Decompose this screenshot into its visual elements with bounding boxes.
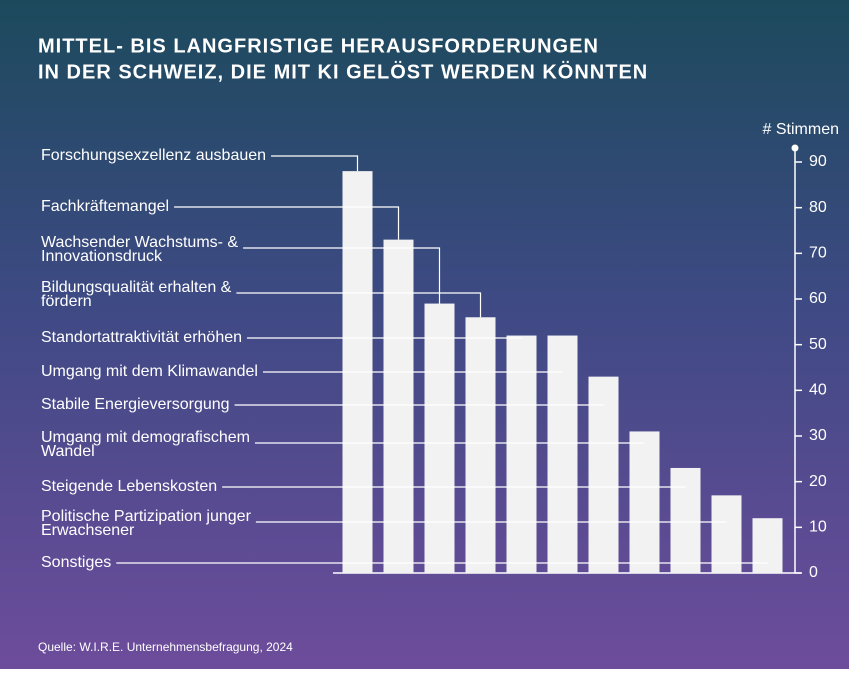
chart-title: MITTEL- BIS LANGFRISTIGE HERAUSFORDERUNG…: [38, 35, 599, 57]
bar: [711, 495, 742, 573]
y-tick-label: 50: [809, 336, 827, 353]
bar: [383, 239, 414, 573]
category-label: Innovationsdruck: [41, 248, 163, 265]
y-tick-label: 0: [809, 564, 818, 581]
leader-line: [243, 247, 441, 304]
y-tick-label: 70: [809, 245, 827, 262]
category-label: Umgang mit demografischem: [41, 429, 250, 446]
category-label: Sonstiges: [41, 554, 111, 571]
y-tick-label: 90: [809, 153, 827, 170]
axis-label: # Stimmen: [763, 121, 839, 138]
axis-dot: [791, 144, 799, 152]
y-tick-label: 30: [809, 427, 827, 444]
bar: [629, 431, 660, 573]
bar: [670, 467, 701, 573]
category-label: Fachkräftemangel: [41, 198, 169, 215]
y-tick-label: 20: [809, 473, 827, 490]
y-tick-label: 60: [809, 290, 827, 307]
category-label: Wachsender Wachstums- &: [41, 234, 238, 251]
bar: [465, 317, 496, 573]
category-label: Standortattraktivität erhöhen: [41, 329, 242, 346]
bar: [588, 376, 619, 573]
category-label: Politische Partizipation junger: [41, 508, 252, 525]
category-label: Wandel: [41, 443, 95, 460]
bar: [424, 303, 455, 573]
y-tick-label: 10: [809, 519, 827, 536]
y-tick-label: 40: [809, 382, 827, 399]
leader-line: [174, 206, 400, 240]
bar: [506, 335, 537, 573]
leader-line: [271, 155, 359, 172]
category-label: Steigende Lebenskosten: [41, 478, 217, 495]
chart-title: IN DER SCHWEIZ, DIE MIT KI GELÖST WERDEN…: [38, 60, 648, 83]
bar: [752, 518, 783, 573]
leader-line: [236, 292, 482, 318]
category-label: Umgang mit dem Klimawandel: [41, 363, 258, 380]
bar: [547, 335, 578, 573]
category-label: fördern: [41, 293, 92, 310]
y-tick-label: 80: [809, 199, 827, 216]
category-label: Forschungsexzellenz ausbauen: [41, 147, 266, 164]
category-label: Stabile Energieversorgung: [41, 396, 230, 413]
category-label: Erwachsener: [41, 522, 135, 539]
source: Quelle: W.I.R.E. Unternehmensbefragung, …: [38, 640, 293, 654]
category-label: Bildungsqualität erhalten &: [41, 279, 232, 296]
